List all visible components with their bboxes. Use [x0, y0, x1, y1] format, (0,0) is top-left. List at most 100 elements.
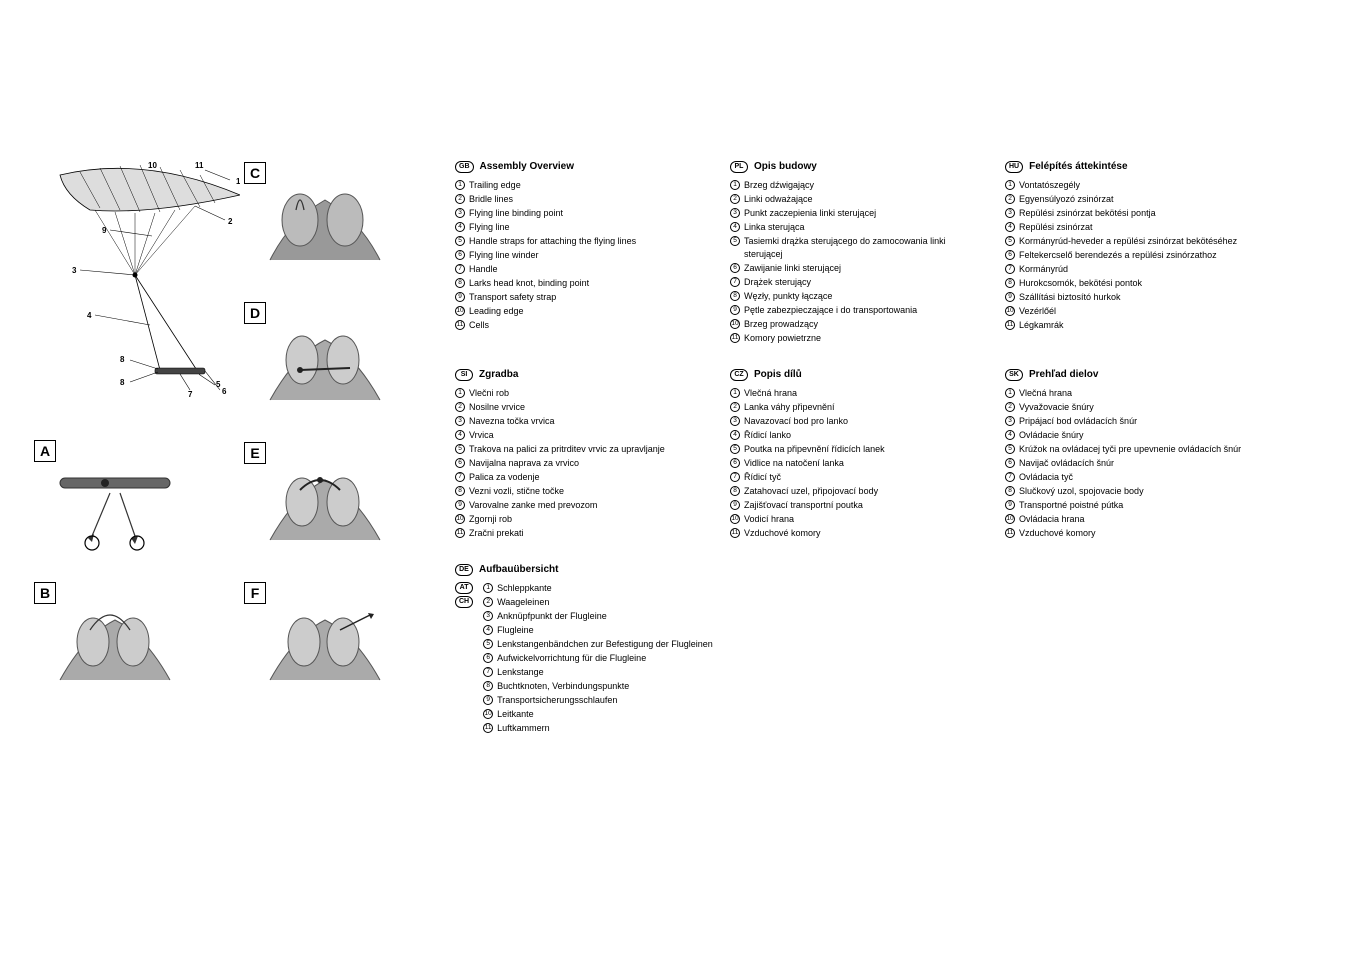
item-number: 5 — [455, 444, 465, 454]
section-gb: GBAssembly Overview 1Trailing edge2Bridl… — [455, 160, 730, 346]
item-number: 1 — [730, 388, 740, 398]
item-text: Handle — [469, 263, 710, 276]
thumb-c: C — [240, 160, 410, 280]
thumb-label: C — [244, 162, 266, 184]
list-item: 4Ovládacie šnúry — [1005, 429, 1260, 442]
list-item: 2Vyvažovacie šnúry — [1005, 401, 1260, 414]
item-text: Transportné poistné pútka — [1019, 499, 1260, 512]
list-item: 8Buchtknoten, Verbindungspunkte — [483, 680, 815, 693]
item-number: 7 — [1005, 472, 1015, 482]
item-text: Vzduchové komory — [1019, 527, 1260, 540]
item-number: 1 — [730, 180, 740, 190]
list-item: 6Vidlice na natočení lanka — [730, 457, 985, 470]
list-item: 8Węzły, punkty łączące — [730, 290, 985, 303]
list-item: 2Waageleinen — [483, 596, 815, 609]
list-item: 3 Navazovací bod pro lanko — [730, 415, 985, 428]
item-number: 1 — [1005, 180, 1015, 190]
item-text: Navazovací bod pro lanko — [744, 415, 985, 428]
item-number: 4 — [730, 430, 740, 440]
item-text: Aufwickelvorrichtung für die Flugleine — [497, 652, 815, 665]
item-text: Hurokcsomók, bekötési pontok — [1019, 277, 1260, 290]
thumb-label: F — [244, 582, 266, 604]
section-de: DE Aufbauübersicht AT CH 1Schleppkante2W… — [455, 563, 835, 736]
item-number: 5 — [483, 639, 493, 649]
item-text: Ovládacia tyč — [1019, 471, 1260, 484]
item-text: Lenkstange — [497, 666, 815, 679]
list-item: 11 Komory powietrzne — [730, 332, 985, 345]
item-number: 11 — [483, 723, 493, 733]
country-code: DE — [455, 564, 473, 576]
item-number: 6 — [730, 263, 740, 273]
list-item: 7Drążek sterujący — [730, 276, 985, 289]
item-text: Navezna točka vrvica — [469, 415, 710, 428]
list-item: 3Anknüpfpunkt der Flugleine — [483, 610, 815, 623]
svg-text:3: 3 — [72, 266, 77, 275]
item-number: 9 — [730, 500, 740, 510]
item-text: Drążek sterujący — [744, 276, 985, 289]
item-number: 8 — [483, 681, 493, 691]
item-text: Vodicí hrana — [744, 513, 985, 526]
item-number: 6 — [1005, 458, 1015, 468]
list-item: 10Vodicí hrana — [730, 513, 985, 526]
item-number: 5 — [730, 444, 740, 454]
item-text: Luftkammern — [497, 722, 815, 735]
item-number: 11 — [730, 528, 740, 538]
section-title: Felépítés áttekintése — [1029, 160, 1127, 175]
item-text: Bridle lines — [469, 193, 710, 206]
item-number: 7 — [730, 472, 740, 482]
kite-diagram: 10 11 1 2 3 4 5 6 7 8 8 9 — [40, 160, 250, 400]
item-number: 1 — [455, 180, 465, 190]
item-text: Vezérlőél — [1019, 305, 1260, 318]
item-number: 11 — [730, 333, 740, 343]
list-item: 7Lenkstange — [483, 666, 815, 679]
item-number: 4 — [1005, 222, 1015, 232]
item-text: Vidlice na natočení lanka — [744, 457, 985, 470]
list-item: 1 Vlečná hrana — [730, 387, 985, 400]
svg-text:8: 8 — [120, 355, 125, 364]
item-number: 10 — [455, 514, 465, 524]
list-item: 5Tasiemki drążka sterującego do zamocowa… — [730, 235, 985, 261]
list-item: 4Řídicí lanko — [730, 429, 985, 442]
section-title: Prehľad dielov — [1029, 368, 1098, 383]
list-item: 2Linki odważające — [730, 193, 985, 206]
item-number: 8 — [730, 291, 740, 301]
svg-text:7: 7 — [188, 390, 193, 399]
item-number: 2 — [730, 402, 740, 412]
item-text: Vlečná hrana — [744, 387, 985, 400]
list-item: 9Szállítási biztosító hurkok — [1005, 291, 1260, 304]
list-item: 3Repülési zsinórzat bekötési pontja — [1005, 207, 1260, 220]
item-text: Vlečná hrana — [1019, 387, 1260, 400]
item-text: Repülési zsinórzat — [1019, 221, 1260, 234]
item-text: Pripájací bod ovládacích šnúr — [1019, 415, 1260, 428]
item-number: 1 — [1005, 388, 1015, 398]
svg-text:6: 6 — [222, 387, 227, 396]
item-number: 6 — [455, 250, 465, 260]
item-text: Vyvažovacie šnúry — [1019, 401, 1260, 414]
item-number: 3 — [730, 416, 740, 426]
item-text: Komory powietrzne — [744, 332, 985, 345]
item-text: Zatahovací uzel, připojovací body — [744, 485, 985, 498]
list-item: 11 Luftkammern — [483, 722, 815, 735]
list-item: 5Handle straps for attaching the flying … — [455, 235, 710, 248]
list-item: 6Flying line winder — [455, 249, 710, 262]
item-text: Vezni vozli, stične točke — [469, 485, 710, 498]
country-code: SI — [455, 369, 473, 381]
item-text: Handle straps for attaching the flying l… — [469, 235, 710, 248]
country-code: SK — [1005, 369, 1023, 381]
list-item: 10Ovládacia hrana — [1005, 513, 1260, 526]
list-item: 2Lanka váhy připevnění — [730, 401, 985, 414]
list-item: 2Bridle lines — [455, 193, 710, 206]
item-text: Ovládacie šnúry — [1019, 429, 1260, 442]
item-number: 2 — [730, 194, 740, 204]
section-title: Opis budowy — [754, 160, 817, 175]
item-number: 3 — [730, 208, 740, 218]
item-number: 3 — [1005, 208, 1015, 218]
item-number: 8 — [455, 278, 465, 288]
section-items: 1Vlečná hrana2Vyvažovacie šnúry3Pripájac… — [1005, 387, 1260, 541]
country-code: CZ — [730, 369, 748, 381]
item-text: Kormányrúd-heveder a repülési zsinórzat … — [1019, 235, 1260, 248]
item-text: Larks head knot, binding point — [469, 277, 710, 290]
svg-text:11: 11 — [195, 161, 204, 170]
item-text: Ovládacia hrana — [1019, 513, 1260, 526]
item-text: Flugleine — [497, 624, 815, 637]
